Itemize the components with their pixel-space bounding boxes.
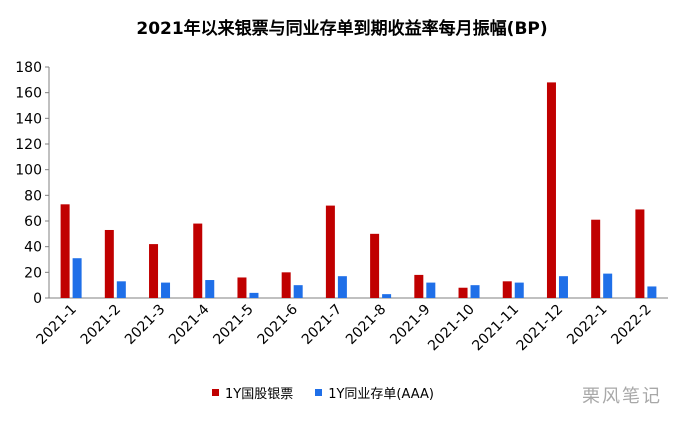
bar-yinpiao-2021-12 bbox=[546, 82, 556, 299]
bar-yinpiao-2021-9 bbox=[414, 274, 424, 298]
bar-cundan-2021-2 bbox=[116, 281, 126, 298]
bar-yinpiao-2021-6 bbox=[281, 272, 291, 298]
bar-yinpiao-2021-10 bbox=[458, 287, 468, 298]
y-tick-label: 80 bbox=[24, 188, 42, 204]
y-tick-label: 0 bbox=[33, 291, 42, 307]
x-tick-label: 2021-8 bbox=[343, 302, 389, 348]
x-tick-label: 2021-5 bbox=[210, 302, 256, 348]
legend: 1Y国股银票 1Y同业存单(AAA) bbox=[212, 383, 456, 402]
bar-cundan-2021-1 bbox=[72, 258, 82, 298]
legend-label-series-2: 1Y同业存单(AAA) bbox=[328, 387, 434, 402]
x-tick-label: 2021-6 bbox=[255, 301, 301, 347]
bar-cundan-2021-4 bbox=[205, 280, 215, 298]
bar-cundan-2022-1 bbox=[603, 273, 613, 298]
bar-yinpiao-2021-11 bbox=[502, 281, 512, 298]
bar-cundan-2021-3 bbox=[161, 282, 171, 298]
bar-cundan-2021-7 bbox=[337, 276, 347, 298]
y-tick-label: 20 bbox=[24, 265, 42, 281]
bar-yinpiao-2022-1 bbox=[591, 219, 601, 298]
x-tick-label: 2021-12 bbox=[514, 302, 567, 355]
legend-swatch-series-2 bbox=[315, 389, 323, 396]
bar-yinpiao-2022-2 bbox=[635, 209, 645, 298]
x-tick-label: 2022-2 bbox=[608, 302, 654, 348]
y-tick-label: 100 bbox=[15, 163, 42, 179]
bar-cundan-2021-6 bbox=[293, 285, 303, 298]
x-tick-label: 2021-11 bbox=[469, 302, 522, 355]
legend-swatch-series-1 bbox=[212, 389, 219, 396]
legend-label-series-1: 1Y国股银票 bbox=[225, 387, 294, 402]
bar-yinpiao-2021-4 bbox=[193, 223, 203, 298]
x-tick-label: 2021-10 bbox=[425, 302, 478, 355]
bar-cundan-2021-11 bbox=[514, 282, 524, 298]
bar-cundan-2021-12 bbox=[558, 276, 568, 298]
watermark: 栗风笔记 bbox=[582, 386, 662, 407]
x-tick-label: 2022-1 bbox=[564, 302, 610, 348]
bar-cundan-2022-2 bbox=[647, 286, 657, 298]
bar-yinpiao-2021-2 bbox=[104, 229, 114, 298]
x-tick-label: 2021-1 bbox=[34, 302, 80, 348]
bar-yinpiao-2021-1 bbox=[60, 204, 70, 298]
x-tick-label: 2021-3 bbox=[122, 302, 168, 348]
y-tick-label: 140 bbox=[15, 111, 42, 127]
bar-cundan-2021-10 bbox=[470, 285, 480, 298]
y-tick-label: 60 bbox=[24, 214, 42, 230]
legend-item-series-1: 1Y国股银票 bbox=[212, 383, 293, 402]
y-tick-label: 40 bbox=[24, 240, 42, 256]
x-tick-label: 2021-2 bbox=[78, 302, 124, 348]
legend-item-series-2: 1Y同业存单(AAA) bbox=[315, 383, 434, 402]
y-tick-label: 120 bbox=[15, 137, 42, 153]
bar-yinpiao-2021-5 bbox=[237, 277, 247, 298]
x-tick-label: 2021-4 bbox=[166, 301, 212, 347]
bar-cundan-2021-9 bbox=[426, 282, 436, 298]
bar-cundan-2021-8 bbox=[382, 294, 392, 298]
chart-title: 2021年以来银票与同业存单到期收益率每月振幅(BP) bbox=[136, 19, 548, 39]
bar-yinpiao-2021-7 bbox=[325, 205, 335, 298]
x-tick-label: 2021-7 bbox=[299, 302, 345, 348]
y-tick-label: 160 bbox=[15, 86, 42, 102]
bar-cundan-2021-5 bbox=[249, 292, 259, 298]
y-tick-label: 180 bbox=[15, 60, 42, 76]
bar-yinpiao-2021-8 bbox=[370, 233, 380, 298]
bar-yinpiao-2021-3 bbox=[149, 244, 159, 298]
